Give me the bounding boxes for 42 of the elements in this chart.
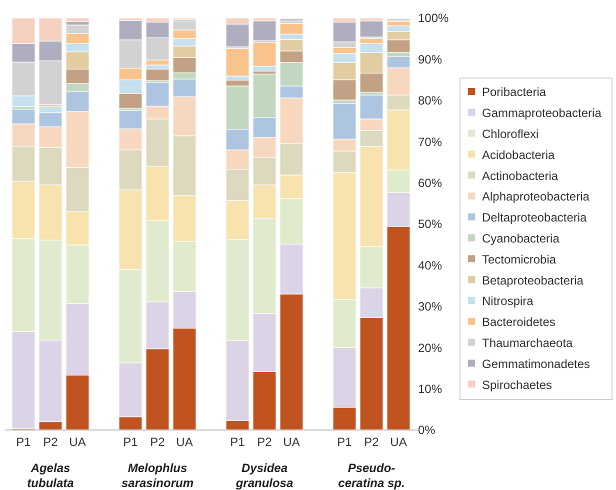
x-tick-label: P2	[150, 435, 166, 449]
x-tick-label: P1	[16, 435, 32, 449]
x-tick-label: P2	[257, 435, 272, 449]
legend-label: Tectomicrobia	[482, 252, 556, 266]
x-tick-label: UA	[176, 435, 193, 449]
legend-label: Thaumarchaeota	[482, 336, 574, 350]
legend-label: Actinobacteria	[482, 168, 558, 183]
legend-label: Bacteroidetes	[482, 315, 556, 330]
x-tick-label: UA	[283, 435, 300, 449]
y-tick-label: 70%	[418, 134, 442, 149]
legend-label: Betaproteobacteria	[482, 273, 584, 288]
legend-label: Deltaproteobacteria	[482, 210, 588, 225]
text: Dysidea granulosa	[234, 461, 294, 490]
x-tick-label: P2	[364, 435, 380, 449]
text: Agelas tubulata	[27, 461, 74, 490]
legend-label: Alphaproteobacteria	[482, 190, 590, 204]
x-tick-label: UA	[69, 435, 86, 449]
x-tick-label: UA	[390, 435, 407, 449]
x-tick-label: P1	[230, 435, 246, 449]
legend-label: Poribacteria	[482, 85, 546, 100]
y-tick-label: 80%	[418, 94, 442, 108]
legend-label: Cyanobacteria	[482, 232, 560, 246]
y-tick-label: 0%	[418, 423, 436, 438]
x-tick-label: P1	[123, 435, 138, 449]
x-tick-label: P2	[43, 435, 58, 449]
text: Pseudo-ceratina sp.	[338, 461, 405, 490]
y-tick-label: 30%	[418, 300, 442, 314]
legend-label: Gemmatimonadetes	[482, 356, 590, 371]
legend-label: Nitrospira	[482, 294, 534, 308]
y-tick-label: 50%	[418, 217, 442, 232]
legend-label: Gammaproteobacteria	[482, 106, 602, 120]
y-tick-label: 100%	[418, 11, 450, 26]
y-tick-label: 10%	[418, 382, 442, 396]
y-tick-label: 20%	[418, 340, 442, 355]
legend-label: Spirochaetes	[482, 378, 552, 392]
x-tick-label: P1	[337, 435, 352, 449]
y-tick-label: 40%	[418, 258, 442, 272]
y-tick-label: 90%	[418, 52, 442, 66]
legend-label: Chloroflexi	[482, 127, 539, 141]
y-tick-label: 60%	[418, 176, 442, 190]
text: Melophlus sarasinorum	[121, 461, 194, 490]
legend-label: Acidobacteria	[482, 148, 556, 162]
